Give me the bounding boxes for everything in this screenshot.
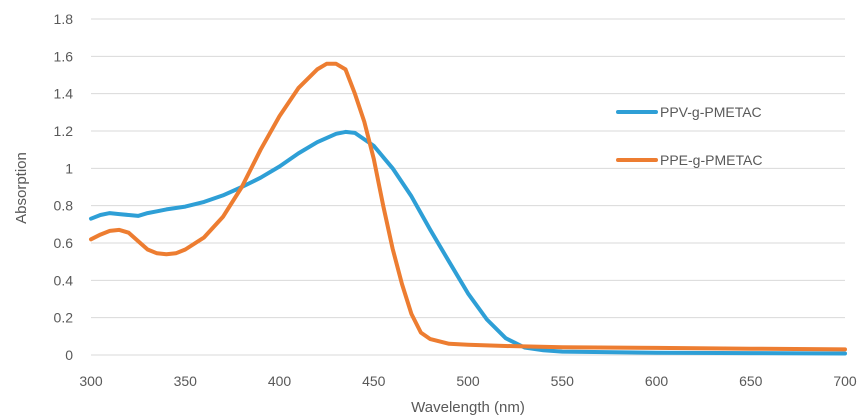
series-lines [89,61,847,356]
y-axis-title: Absorption [13,152,30,224]
legend-label: PPE-g-PMETAC [660,152,762,168]
x-axis-tick-labels: 300 350 400 450 500 550 600 650 700 [79,373,857,389]
x-axis-title: Wavelength (nm) [411,399,525,416]
x-tick-label: 400 [268,373,292,389]
series-line-ppv-g-pmetac [89,129,847,356]
y-tick-label: 1 [65,160,73,176]
x-tick-label: 450 [362,373,386,389]
x-tick-label: 500 [456,373,480,389]
x-tick-label: 550 [551,373,575,389]
y-tick-label: 1.8 [54,11,74,27]
y-tick-label: 0.4 [54,272,74,288]
y-tick-label: 0.6 [54,235,74,251]
x-tick-label: 700 [833,373,857,389]
x-tick-label: 300 [79,373,103,389]
y-tick-label: 1.6 [54,48,74,64]
y-tick-label: 0.2 [54,310,74,326]
x-tick-label: 350 [174,373,198,389]
legend: PPV-g-PMETAC PPE-g-PMETAC [616,104,762,168]
y-tick-label: 0 [65,347,73,363]
gridlines [91,18,845,356]
y-tick-label: 0.8 [54,198,74,214]
series-line-ppe-g-pmetac [89,61,847,352]
x-tick-label: 650 [739,373,763,389]
x-tick-label: 600 [645,373,669,389]
y-tick-label: 1.4 [54,86,74,102]
y-tick-label: 1.2 [54,123,74,139]
y-axis-tick-labels: 0 0.2 0.4 0.6 0.8 1 1.2 1.4 1.6 1.8 [54,11,74,363]
legend-label: PPV-g-PMETAC [660,104,762,120]
